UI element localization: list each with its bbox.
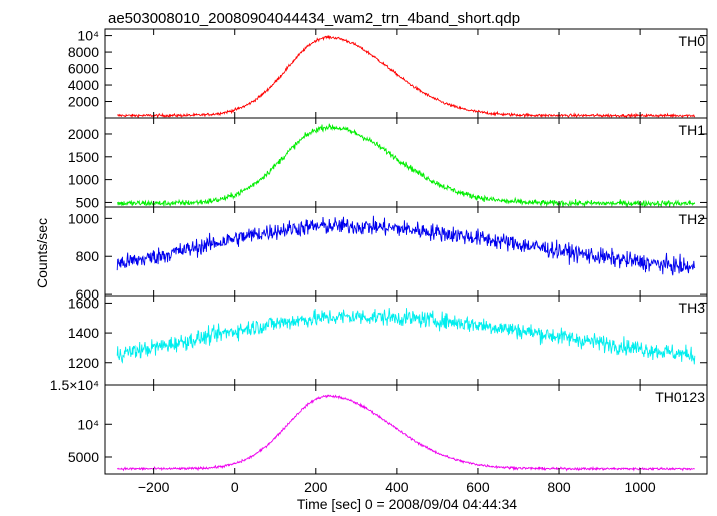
y-tick-label: 5000 (68, 449, 99, 465)
panel-label: TH2 (679, 211, 706, 227)
y-tick-label: 1000 (68, 172, 99, 188)
chart-title: ae503008010_20080904044434_wam2_trn_4ban… (108, 10, 520, 27)
x-tick-label: −200 (138, 479, 170, 495)
y-tick-label: 8000 (68, 44, 99, 60)
y-tick-label: 2000 (68, 126, 99, 142)
y-tick-label: 1400 (68, 325, 99, 341)
panel-th3: 1.5×10⁴ 1200 1400 1600 TH3 (50, 295, 708, 393)
y-axis-label: Counts/sec (34, 218, 50, 288)
y-tick-label: 10⁴ (77, 28, 99, 44)
y-tick-label: 1.5×10⁴ (50, 377, 99, 393)
series-line-th1 (116, 123, 696, 207)
panel-th1: 500 1000 1500 2000 TH1 (68, 117, 708, 210)
y-tick-label: 1200 (68, 355, 99, 371)
panel-frame (104, 206, 708, 297)
y-tick-label: 1500 (68, 149, 99, 165)
series-line-th2 (116, 215, 696, 276)
series-line-th0 (117, 35, 696, 118)
x-tick-label: 400 (385, 479, 409, 495)
y-tick-label: 10⁴ (77, 416, 99, 432)
panel-th2: 600 800 1000 TH2 (68, 206, 708, 302)
y-tick-label: 4000 (68, 77, 99, 93)
series-line-th0123 (117, 394, 695, 472)
panel-frame (104, 28, 708, 119)
y-tick-label: 600 (76, 286, 100, 302)
panel-label: TH1 (679, 122, 706, 138)
panel-th0123: 5000 10⁴ TH0123 (68, 384, 708, 475)
y-tick-label: 1600 (68, 295, 99, 311)
panel-frame (104, 384, 708, 475)
y-tick-label: 1000 (68, 210, 99, 226)
panel-label: TH0 (679, 33, 706, 49)
series-line-th3 (116, 308, 696, 365)
x-tick-label: 0 (231, 479, 239, 495)
x-tick-label: 600 (466, 479, 490, 495)
x-tick-label: 800 (547, 479, 571, 495)
x-tick-label: 1000 (625, 479, 656, 495)
y-tick-label: 2000 (68, 94, 99, 110)
panel-label: TH0123 (655, 389, 705, 405)
x-tick-label: 200 (304, 479, 328, 495)
y-tick-label: 6000 (68, 61, 99, 77)
panel-label: TH3 (679, 300, 706, 316)
x-axis-label: Time [sec] 0 = 2008/09/04 04:44:34 (297, 496, 517, 512)
y-tick-label: 500 (76, 194, 100, 210)
y-tick-label: 800 (76, 248, 100, 264)
